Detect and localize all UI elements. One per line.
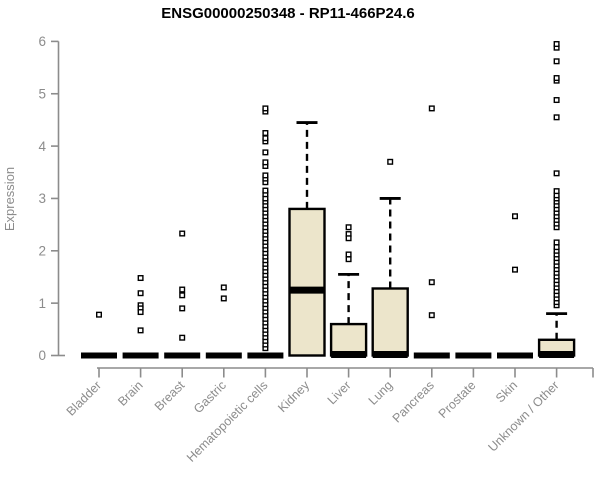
- outlier-point: [428, 279, 435, 286]
- outlier-point: [428, 105, 435, 112]
- y-tick-label: 2: [38, 244, 46, 259]
- outlier-point: [179, 230, 186, 237]
- outlier-point: [95, 311, 102, 318]
- outlier-point: [262, 135, 269, 142]
- x-tick-label-hematopoietic-cells: Hematopoietic cells: [184, 378, 271, 465]
- outlier-point: [137, 309, 144, 316]
- outlier-point: [553, 244, 560, 251]
- boxplot-gastric: [205, 284, 242, 359]
- outlier-point: [262, 172, 269, 179]
- outlier-point: [179, 334, 186, 341]
- outlier-point: [345, 224, 352, 231]
- outlier-point: [220, 284, 227, 291]
- boxplot-unknown-other: [537, 41, 576, 358]
- outlier-point: [428, 312, 435, 319]
- y-tick-label: 1: [38, 296, 46, 311]
- x-tick-label-skin: Skin: [493, 378, 520, 405]
- outlier-point: [345, 235, 352, 242]
- y-tick-label: 6: [38, 34, 46, 49]
- boxplot-kidney: [288, 121, 326, 357]
- y-axis: 0 1 2 3 4 5 6: [38, 34, 65, 363]
- outlier-point: [512, 213, 519, 220]
- outlier-point: [387, 158, 394, 165]
- x-tick-label-liver: Liver: [325, 378, 354, 407]
- boxplot-lung: [371, 158, 409, 358]
- outlier-point: [553, 41, 560, 48]
- boxplot-hematopoietic-cells: [247, 105, 284, 359]
- y-tick-label: 0: [38, 348, 46, 363]
- outlier-point: [179, 305, 186, 312]
- outlier-point: [262, 105, 269, 112]
- chart-title: ENSG00000250348 - RP11-466P24.6: [161, 5, 415, 22]
- x-tick-label-brain: Brain: [115, 378, 146, 409]
- x-tick-label-prostate: Prostate: [436, 378, 479, 421]
- boxplot-brain: [122, 275, 159, 359]
- outlier-point: [553, 170, 560, 177]
- outlier-point: [262, 187, 269, 194]
- x-tick-label-gastric: Gastric: [191, 378, 229, 416]
- boxplot-prostate: [455, 352, 492, 359]
- x-tick-label-bladder: Bladder: [64, 378, 104, 418]
- boxplot-liver: [329, 224, 368, 358]
- y-tick-label: 4: [38, 139, 46, 154]
- boxplot-breast: [164, 230, 201, 359]
- x-tick-label-lung: Lung: [366, 378, 396, 408]
- outlier-point: [179, 286, 186, 293]
- x-tick-label-kidney: Kidney: [275, 378, 312, 415]
- outlier-point: [220, 295, 227, 302]
- outlier-point: [262, 159, 269, 166]
- outlier-point: [553, 58, 560, 65]
- boxplot-skin: [497, 213, 533, 359]
- outlier-point: [262, 130, 269, 137]
- y-tick-label: 3: [38, 191, 46, 206]
- outlier-point: [553, 75, 560, 82]
- x-tick-label-breast: Breast: [152, 378, 188, 414]
- outlier-point: [262, 149, 269, 156]
- outlier-point: [137, 275, 144, 282]
- outlier-point: [137, 290, 144, 297]
- outlier-point: [553, 114, 560, 121]
- outlier-point: [553, 239, 560, 246]
- x-tick-label-unknown-other: Unknown / Other: [485, 378, 561, 454]
- y-tick-label: 5: [38, 86, 46, 101]
- outlier-point: [137, 327, 144, 334]
- outlier-point: [345, 256, 352, 263]
- outlier-point: [512, 266, 519, 273]
- outlier-point: [345, 251, 352, 258]
- outlier-point: [553, 97, 560, 104]
- outlier-point: [553, 188, 560, 195]
- outlier-point: [179, 292, 186, 299]
- boxplot-bladder: [81, 311, 117, 359]
- x-tick-label-pancreas: Pancreas: [390, 378, 437, 425]
- boxplot-pancreas: [413, 105, 450, 359]
